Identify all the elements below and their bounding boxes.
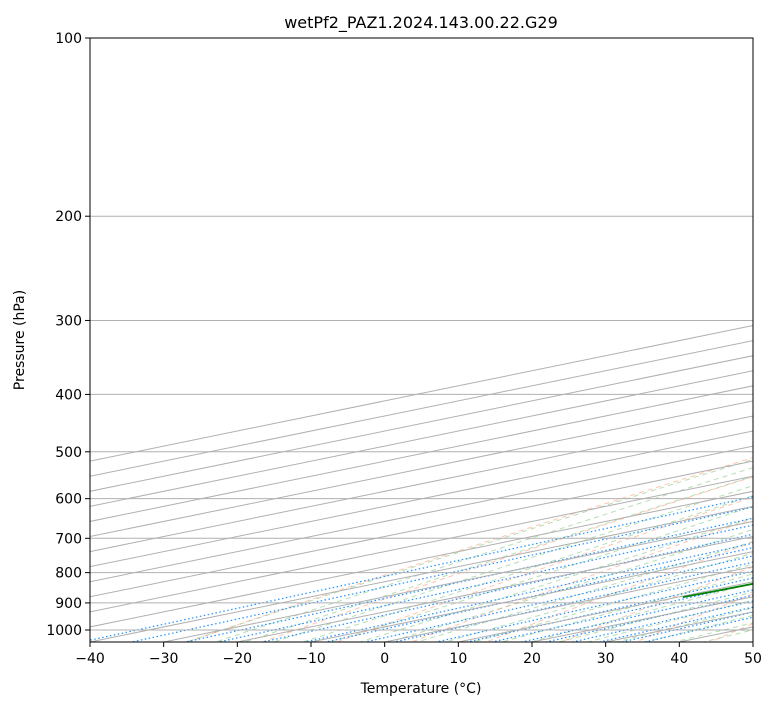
isotherm-line — [90, 460, 753, 598]
isotherm-line — [90, 475, 753, 613]
y-axis-title: Pressure (hPa) — [12, 290, 28, 390]
x-tick-label: −30 — [149, 651, 179, 667]
y-tick-label: 300 — [55, 313, 82, 329]
dry-adiabat-line — [634, 593, 753, 642]
isotherm-line — [90, 445, 753, 583]
moist-adiabat-line — [499, 573, 753, 642]
isotherm-line — [90, 415, 753, 553]
dry-adiabat-line — [186, 457, 753, 642]
x-axis-ticks: −40 −30 −20 −10 0 10 20 30 40 50 — [75, 642, 762, 667]
x-tick-label: 40 — [670, 651, 688, 667]
x-tick-label: 20 — [523, 651, 541, 667]
x-tick-label: 10 — [449, 651, 467, 667]
y-tick-label: 600 — [55, 492, 82, 508]
x-tick-label: 30 — [597, 651, 615, 667]
y-tick-label: 700 — [55, 531, 82, 547]
moist-adiabat-line — [614, 607, 753, 642]
y-tick-label: 500 — [55, 445, 82, 461]
moist-adiabat-line — [443, 552, 753, 642]
x-tick-label: 50 — [744, 651, 762, 667]
isotherms — [90, 325, 753, 642]
x-tick-label: −20 — [223, 651, 253, 667]
x-tick-label: −40 — [75, 651, 105, 667]
y-tick-label: 100 — [55, 31, 82, 47]
dry-adiabat-line — [260, 476, 753, 642]
isotherm-line — [90, 325, 753, 462]
y-axis-ticks: 100 200 300 400 500 600 700 800 900 1000 — [46, 31, 90, 639]
mixing-ratio-line — [362, 555, 753, 642]
plot-frame — [89, 37, 754, 643]
isotherm-line — [234, 536, 753, 642]
y-tick-label: 1000 — [46, 623, 82, 639]
y-tick-label: 800 — [55, 566, 82, 582]
y-tick-label: 900 — [55, 596, 82, 612]
isotherm-line — [90, 490, 753, 628]
pressure-gridlines — [90, 38, 753, 631]
plot-area: -100-90-80-70-60-50-40-30-20-100.10.20.4… — [90, 38, 753, 642]
mixing-ratio-line — [390, 561, 753, 642]
y-tick-label: 200 — [55, 209, 82, 225]
x-tick-label: 0 — [380, 651, 389, 667]
dry-adiabat-line — [410, 518, 753, 642]
dry-adiabats — [186, 457, 753, 642]
isotherm-line — [90, 430, 753, 568]
isotherm-line — [90, 505, 753, 642]
isotherm-line — [161, 520, 753, 642]
x-axis-title: Temperature (°C) — [360, 681, 482, 697]
y-tick-label: 400 — [55, 387, 82, 403]
x-tick-label: −10 — [296, 651, 326, 667]
chart-title: wetPf2_PAZ1.2024.143.00.22.G29 — [284, 13, 558, 33]
